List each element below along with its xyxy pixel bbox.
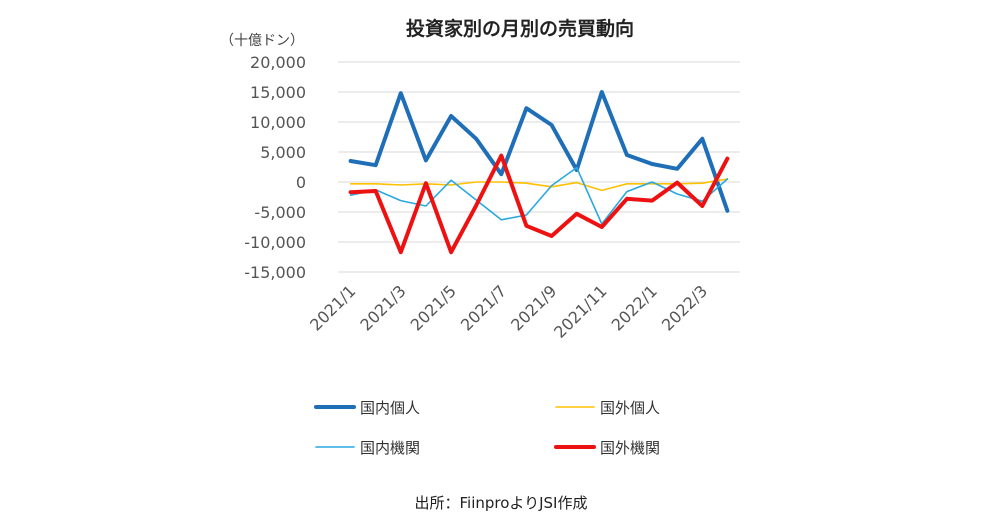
series-line-2	[349, 166, 729, 225]
y-axis-unit-label: （十億ドン）	[220, 33, 304, 49]
series-line-3	[348, 153, 730, 255]
y-tick-label: 15,000	[250, 83, 306, 102]
x-tick-label: 2022/1	[608, 281, 661, 334]
x-tick-label: 2021/7	[457, 281, 510, 334]
legend-label: 国外個人	[600, 399, 660, 417]
source-note: 出所：FiinproよりJSI作成	[414, 494, 588, 512]
x-tick-label: 2021/1	[306, 281, 359, 334]
x-tick-label: 2021/3	[356, 281, 409, 334]
y-tick-label: 10,000	[250, 113, 306, 132]
legend-label: 国内機関	[360, 439, 420, 457]
series-line-1	[349, 178, 729, 192]
x-tick-label: 2022/3	[658, 281, 711, 334]
y-tick-label: -5,000	[254, 203, 306, 222]
y-tick-label: 20,000	[250, 53, 306, 72]
x-tick-label: 2021/11	[550, 281, 610, 341]
y-tick-label: 0	[296, 173, 306, 192]
chart-title: 投資家別の月別の売買動向	[405, 18, 634, 40]
x-tick-label: 2021/5	[407, 281, 460, 334]
legend-label: 国外機関	[600, 439, 660, 457]
y-tick-label: 5,000	[260, 143, 306, 162]
y-tick-label: -10,000	[244, 233, 306, 252]
legend-label: 国内個人	[360, 399, 420, 417]
y-tick-label: -15,000	[244, 263, 306, 282]
series-line-0	[348, 90, 730, 213]
